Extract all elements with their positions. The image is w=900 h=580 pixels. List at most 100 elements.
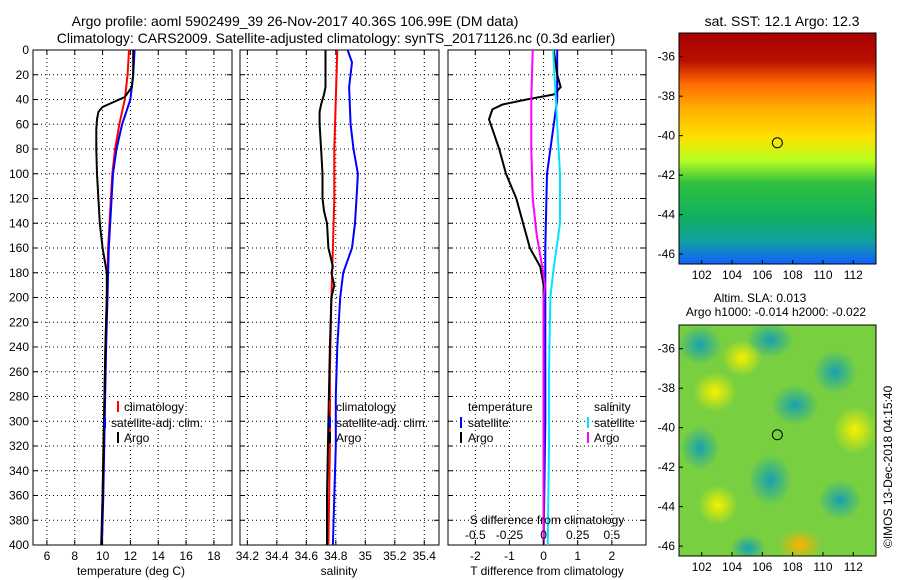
temperature-panel — [32, 49, 233, 546]
map-y-tick-label: -44 — [658, 500, 676, 514]
y-tick-label: 80 — [16, 142, 30, 156]
sst-field — [679, 33, 876, 264]
map-x-tick-label: 106 — [752, 268, 772, 282]
y-tick-label: 280 — [9, 390, 29, 404]
sla-eddy — [748, 454, 792, 506]
y-tick-label: 400 — [9, 538, 29, 552]
map-y-tick-label: -40 — [658, 421, 676, 435]
legend-s-satellite-label: satellite — [594, 416, 635, 430]
x-tick-label: 14 — [152, 549, 166, 563]
y-tick-label: 140 — [9, 216, 29, 230]
sla-eddy — [693, 372, 737, 412]
map-y-tick-label: -36 — [658, 50, 676, 64]
y-tick-label: 220 — [9, 315, 29, 329]
sla-eddy — [778, 529, 822, 556]
map-y-tick-label: -40 — [658, 129, 676, 143]
x-tick-label: 34.4 — [265, 549, 289, 563]
s-tick-label: 0.5 — [604, 528, 621, 542]
x-tick-label: 1 — [574, 549, 581, 563]
series-layer — [95, 49, 562, 546]
y-tick-label: 120 — [9, 192, 29, 206]
temperature-xlabel: temperature (deg C) — [77, 564, 185, 578]
map-x-tick-label: 104 — [722, 560, 742, 574]
x-tick-label: 35 — [359, 549, 373, 563]
s-tick-label: -0.25 — [496, 528, 524, 542]
map-axes-layer: 102 104 106 108 110 112 -36 -38 -40 -42 -44 -46 102 1… — [658, 50, 863, 574]
y-tick-label: 260 — [9, 365, 29, 379]
series-argo — [95, 50, 135, 546]
map-y-tick-label: -42 — [658, 460, 676, 474]
s-difference-top-label: S difference from climatology — [470, 513, 625, 527]
map-x-tick-label: 112 — [844, 268, 863, 282]
map-y-tick-label: -46 — [658, 539, 676, 553]
imos-credit: ©IMOS 13-Dec-2018 04:15:40 — [881, 385, 895, 548]
series-s-satellite — [546, 49, 561, 546]
title-line-1: Argo profile: aoml 5902499_39 26-Nov-201… — [72, 13, 519, 29]
map-x-tick-label: 104 — [722, 268, 742, 282]
x-tick-label: 2 — [609, 549, 616, 563]
difference-legend: temperature satellite Argo salinity sate… — [460, 400, 635, 445]
s-tick-label: 0.25 — [566, 528, 590, 542]
x-tick-label: 34.8 — [324, 549, 348, 563]
y-tick-label: 240 — [9, 340, 29, 354]
x-tick-label: -2 — [470, 549, 481, 563]
legend-climatology-label: climatology — [336, 400, 396, 414]
sla-map — [678, 324, 877, 557]
y-tick-label: 320 — [9, 439, 29, 453]
sla-eddy — [698, 485, 738, 525]
map-x-tick-label: 102 — [692, 268, 712, 282]
map-x-tick-label: 102 — [692, 560, 712, 574]
argo-location-marker — [771, 429, 783, 441]
legend-satellite-label: satellite-adj. clim. — [336, 416, 428, 430]
x-tick-label: 16 — [179, 549, 193, 563]
sla-eddy — [680, 426, 720, 470]
y-tick-label: 300 — [9, 414, 29, 428]
legend-satellite-label: satellite-adj. clim. — [111, 416, 203, 430]
sla-eddy — [730, 534, 766, 556]
sla-eddy — [722, 340, 762, 376]
map-x-tick-label: 106 — [752, 560, 772, 574]
y-tick-label: 200 — [9, 291, 29, 305]
legend-t-satellite-label: satellite — [468, 416, 509, 430]
map-y-tick-label: -36 — [658, 342, 676, 356]
sst-map — [678, 32, 877, 265]
y-tick-label: 60 — [16, 117, 30, 131]
map-y-tick-label: -42 — [658, 168, 676, 182]
legend-climatology-label: climatology — [124, 400, 184, 414]
sla-map-title-2: Argo h1000: -0.014 h2000: -0.022 — [686, 305, 866, 319]
legend-salinity-title: salinity — [594, 400, 631, 414]
map-x-tick-label: 112 — [844, 560, 863, 574]
title-line-2: Climatology: CARS2009. Satellite-adjuste… — [57, 30, 615, 46]
x-tick-label: 10 — [96, 549, 110, 563]
legend-argo-label: Argo — [336, 431, 362, 445]
x-tick-label: 8 — [71, 549, 78, 563]
tick-layer: 6 8 10 12 14 16 18 34.2 34.4 34.6 34.8 35 35.2 35.4 -2… — [9, 43, 646, 563]
argo-location-marker — [771, 137, 783, 149]
y-tick-label: 40 — [16, 93, 30, 107]
y-tick-label: 180 — [9, 266, 29, 280]
x-tick-label: 6 — [44, 549, 51, 563]
sla-eddy — [771, 385, 819, 425]
map-x-tick-label: 108 — [783, 560, 803, 574]
x-tick-label: 35.4 — [413, 549, 437, 563]
grid-layer — [33, 49, 646, 546]
map-y-tick-label: -46 — [658, 247, 676, 261]
x-tick-label: 0 — [540, 549, 547, 563]
x-tick-label: 35.2 — [383, 549, 407, 563]
sla-eddy — [818, 480, 862, 520]
sla-eddy — [679, 325, 722, 365]
y-tick-label: 380 — [9, 513, 29, 527]
s-tick-label: -0.5 — [465, 528, 486, 542]
x-tick-label: 12 — [124, 549, 138, 563]
y-tick-label: 160 — [9, 241, 29, 255]
salinity-legend: climatology satellite-adj. clim. Argo — [329, 400, 428, 445]
legend-s-argo-label: Argo — [594, 431, 620, 445]
sla-eddies — [679, 325, 876, 556]
sla-map-frame — [678, 324, 877, 557]
salinity-xlabel: salinity — [321, 564, 358, 578]
x-tick-label: 34.2 — [236, 549, 260, 563]
legend-temperature-title: temperature — [468, 400, 533, 414]
sla-eddy — [833, 406, 876, 454]
s-tick-label: 0 — [540, 528, 547, 542]
